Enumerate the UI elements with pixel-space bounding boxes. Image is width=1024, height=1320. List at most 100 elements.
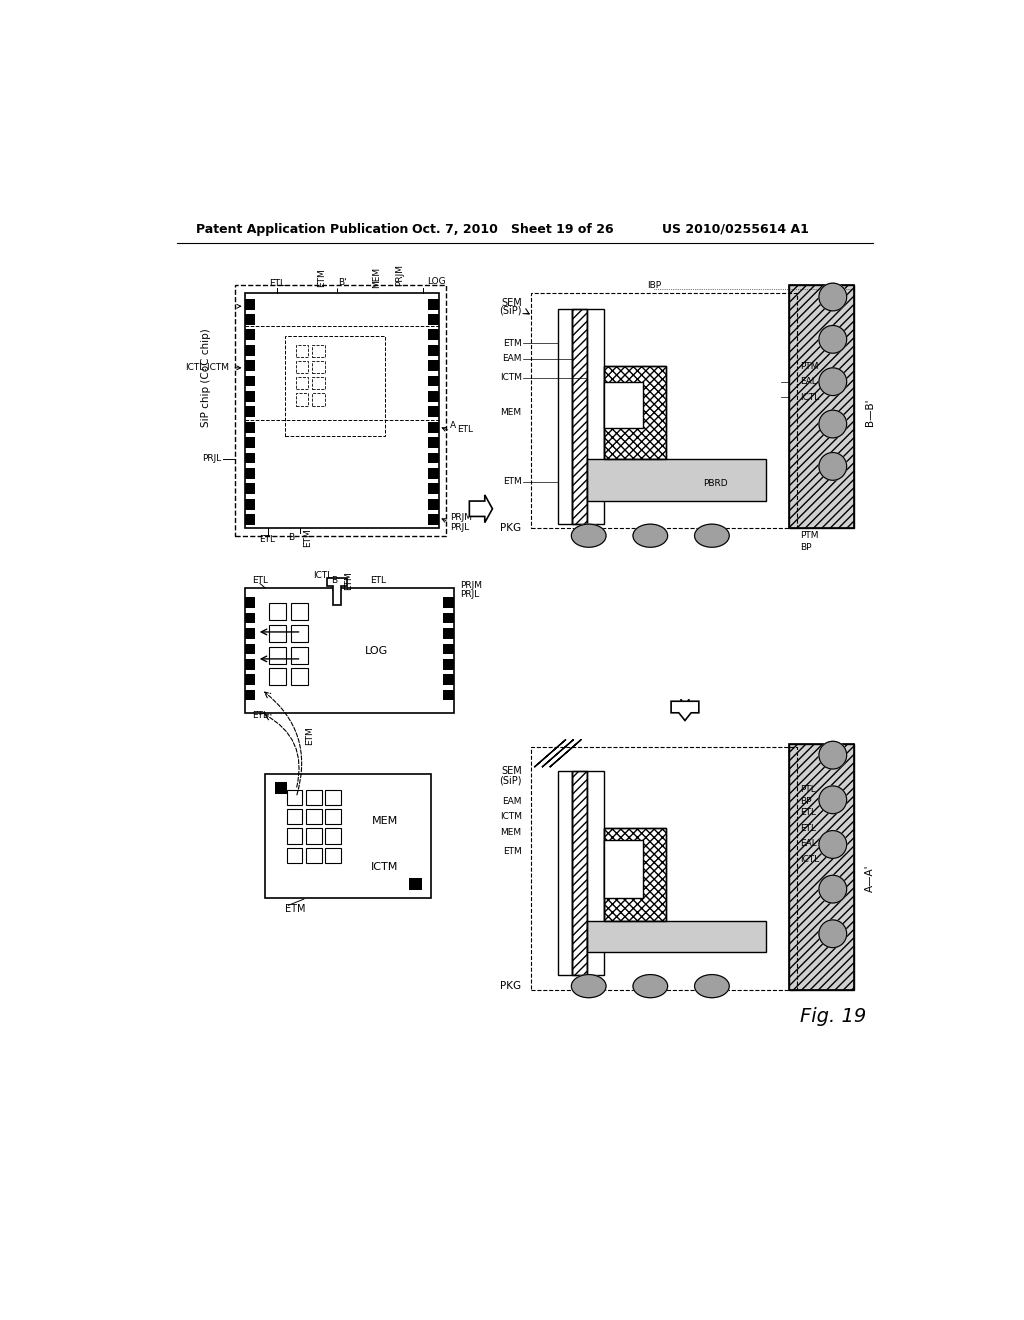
Bar bbox=[245, 391, 255, 401]
Ellipse shape bbox=[633, 974, 668, 998]
Bar bbox=[604, 381, 643, 428]
Bar bbox=[428, 453, 438, 463]
Bar bbox=[604, 367, 666, 459]
Bar bbox=[428, 314, 438, 325]
Bar bbox=[291, 603, 307, 620]
Bar bbox=[291, 626, 307, 642]
Bar bbox=[296, 393, 308, 405]
Bar bbox=[326, 789, 341, 805]
Bar bbox=[788, 743, 854, 990]
Circle shape bbox=[819, 284, 847, 312]
Bar bbox=[287, 829, 302, 843]
Text: PTM: PTM bbox=[801, 362, 819, 371]
Bar bbox=[287, 847, 302, 863]
Bar bbox=[443, 689, 454, 701]
Bar bbox=[443, 675, 454, 685]
Bar bbox=[234, 285, 446, 536]
Bar bbox=[245, 675, 255, 685]
Text: IBP: IBP bbox=[647, 281, 662, 290]
Bar bbox=[428, 330, 438, 341]
Text: PTM: PTM bbox=[801, 531, 819, 540]
Bar bbox=[587, 309, 604, 524]
Text: MEM: MEM bbox=[501, 408, 521, 417]
Bar bbox=[245, 469, 255, 479]
Text: ICTL: ICTL bbox=[801, 392, 819, 401]
Text: ETM: ETM bbox=[503, 847, 521, 855]
Bar bbox=[245, 689, 255, 701]
Text: MEM: MEM bbox=[373, 267, 382, 288]
Text: PRJL: PRJL bbox=[202, 454, 221, 463]
Text: LOG: LOG bbox=[626, 408, 644, 417]
Text: PTL: PTL bbox=[801, 785, 816, 795]
Text: EAL: EAL bbox=[801, 378, 817, 387]
Bar bbox=[428, 376, 438, 387]
Bar bbox=[269, 647, 286, 664]
Bar bbox=[245, 453, 255, 463]
Bar bbox=[245, 515, 255, 525]
Text: Oct. 7, 2010   Sheet 19 of 26: Oct. 7, 2010 Sheet 19 of 26 bbox=[412, 223, 613, 236]
Bar bbox=[428, 300, 438, 310]
Bar bbox=[296, 360, 308, 374]
Polygon shape bbox=[469, 495, 493, 523]
Bar bbox=[306, 847, 322, 863]
Bar bbox=[788, 285, 854, 528]
Text: ICTL: ICTL bbox=[313, 572, 333, 581]
Bar bbox=[443, 628, 454, 639]
Text: PKG: PKG bbox=[500, 981, 521, 991]
Bar bbox=[531, 747, 797, 990]
Circle shape bbox=[819, 830, 847, 858]
Text: B: B bbox=[288, 533, 294, 541]
Text: LOG: LOG bbox=[366, 647, 388, 656]
Bar bbox=[245, 598, 255, 609]
Bar bbox=[245, 422, 255, 433]
Text: PKG: PKG bbox=[500, 523, 521, 533]
Circle shape bbox=[819, 453, 847, 480]
Text: ETM: ETM bbox=[317, 268, 326, 288]
Bar bbox=[245, 314, 255, 325]
Bar bbox=[443, 644, 454, 655]
Bar bbox=[245, 628, 255, 639]
Bar bbox=[443, 659, 454, 669]
Text: A: A bbox=[451, 421, 457, 430]
Bar bbox=[265, 775, 431, 898]
Ellipse shape bbox=[694, 524, 729, 548]
Ellipse shape bbox=[633, 524, 668, 548]
Bar bbox=[410, 878, 422, 890]
Bar bbox=[604, 367, 666, 459]
Bar bbox=[571, 771, 587, 974]
Bar bbox=[245, 360, 255, 371]
Text: ICTM: ICTM bbox=[371, 862, 398, 871]
Text: PRJM: PRJM bbox=[451, 513, 472, 523]
Bar bbox=[291, 668, 307, 685]
Text: Fig. 19: Fig. 19 bbox=[801, 1007, 866, 1027]
Text: ETM: ETM bbox=[303, 528, 312, 546]
Text: SEM: SEM bbox=[501, 766, 521, 776]
Circle shape bbox=[819, 326, 847, 354]
Text: ICTM: ICTM bbox=[500, 812, 521, 821]
Text: BP: BP bbox=[801, 797, 812, 805]
Bar bbox=[788, 743, 854, 990]
Text: B: B bbox=[331, 576, 337, 585]
Circle shape bbox=[819, 368, 847, 396]
Text: ETL: ETL bbox=[252, 576, 268, 585]
Text: ETL: ETL bbox=[801, 808, 816, 817]
Bar bbox=[269, 626, 286, 642]
Text: MEM: MEM bbox=[501, 828, 521, 837]
Bar bbox=[274, 781, 287, 795]
Circle shape bbox=[819, 411, 847, 438]
Text: ETM: ETM bbox=[503, 339, 521, 347]
Bar bbox=[587, 459, 766, 502]
Bar bbox=[571, 309, 587, 524]
Text: US 2010/0255614 A1: US 2010/0255614 A1 bbox=[662, 223, 809, 236]
Text: Patent Application Publication: Patent Application Publication bbox=[196, 223, 409, 236]
Bar bbox=[245, 499, 255, 510]
Bar bbox=[269, 603, 286, 620]
Bar bbox=[306, 809, 322, 825]
Text: A—A': A—A' bbox=[864, 865, 874, 892]
Bar bbox=[245, 300, 255, 310]
Circle shape bbox=[819, 742, 847, 770]
Bar bbox=[604, 840, 643, 898]
Bar bbox=[245, 589, 454, 713]
Text: ETL: ETL bbox=[252, 711, 268, 721]
Text: (SiP): (SiP) bbox=[500, 776, 521, 785]
